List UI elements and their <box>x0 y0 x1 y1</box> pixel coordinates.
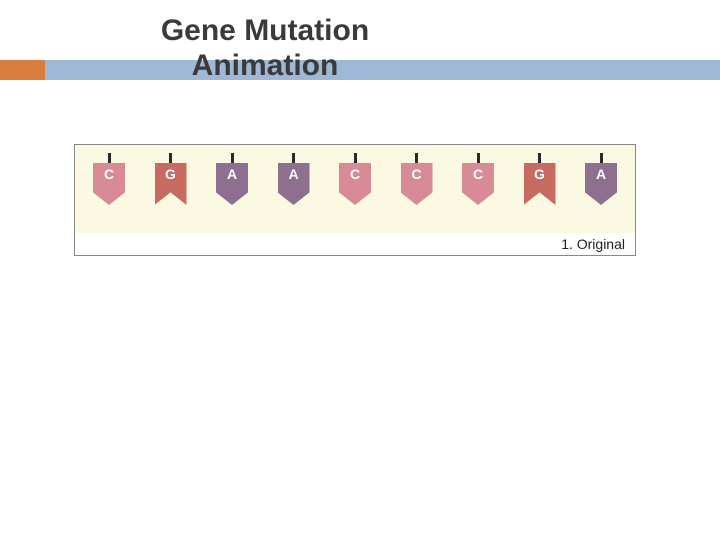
nucleotide-letter: C <box>104 166 114 182</box>
nucleotide-letter: A <box>227 166 237 182</box>
nucleotide-flag: G <box>524 163 556 205</box>
sequence-panel: CGAACCCGA <box>75 145 635 233</box>
slide: Gene Mutation Animation C G A A C C C G A 1. Ori… <box>0 0 720 540</box>
nucleotide-flag: A <box>216 163 248 205</box>
nucleotide: G <box>155 153 187 205</box>
nucleotide: A <box>585 153 617 205</box>
nucleotide-flag: A <box>585 163 617 205</box>
nucleotide-letter: C <box>473 166 483 182</box>
nucleotide-letter: A <box>288 166 298 182</box>
title-area: Gene Mutation Animation <box>0 14 720 83</box>
nucleotide-stem <box>292 153 295 163</box>
nucleotide: C <box>93 153 125 205</box>
nucleotide-stem <box>169 153 172 163</box>
nucleotide-stem <box>600 153 603 163</box>
nucleotide-flag: C <box>401 163 433 205</box>
nucleotide: C <box>462 153 494 205</box>
nucleotide-flag: C <box>93 163 125 205</box>
nucleotide-stem <box>108 153 111 163</box>
nucleotide-letter: G <box>165 166 176 182</box>
nucleotide-stem <box>415 153 418 163</box>
nucleotide-flag: A <box>278 163 310 205</box>
nucleotide: C <box>401 153 433 205</box>
nucleotide-letter: A <box>596 166 606 182</box>
nucleotide-flag: G <box>155 163 187 205</box>
nucleotide: G <box>524 153 556 205</box>
diagram-caption: 1. Original <box>75 233 635 255</box>
nucleotide-stem <box>231 153 234 163</box>
page-title: Gene Mutation Animation <box>0 14 720 83</box>
nucleotide-letter: C <box>411 166 421 182</box>
nucleotide-stem <box>538 153 541 163</box>
nucleotide-flag: C <box>339 163 371 205</box>
nucleotide: A <box>216 153 248 205</box>
sequence-diagram: C G A A C C C G A 1. Original <box>75 145 635 255</box>
nucleotide: C <box>339 153 371 205</box>
nucleotide-letter: C <box>350 166 360 182</box>
nucleotide: A <box>278 153 310 205</box>
nucleotide-flag: C <box>462 163 494 205</box>
nucleotide-stem <box>477 153 480 163</box>
nucleotide-stem <box>354 153 357 163</box>
nucleotide-letter: G <box>534 166 545 182</box>
